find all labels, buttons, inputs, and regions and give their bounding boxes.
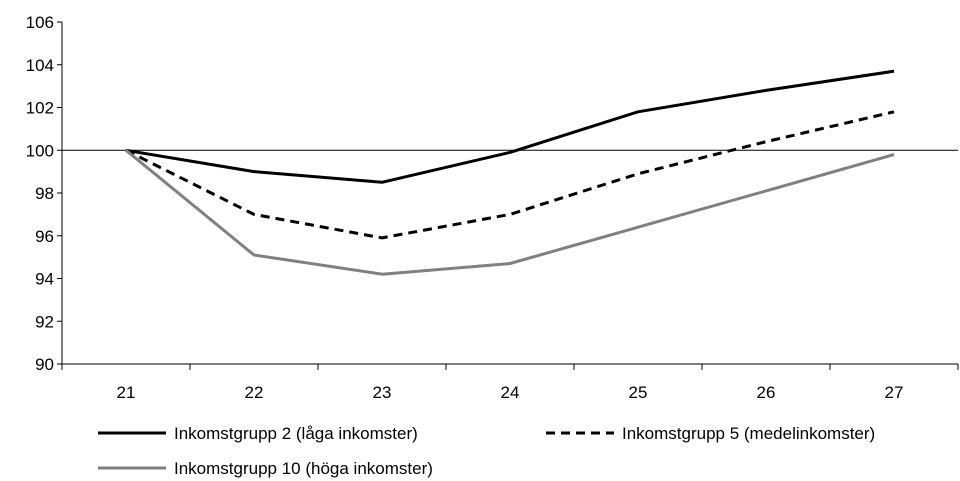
x-tick-label: 25: [629, 383, 648, 402]
x-tick-label: 23: [373, 383, 392, 402]
y-tick-label: 100: [26, 141, 54, 160]
legend-label-1: Inkomstgrupp 2 (låga inkomster): [174, 424, 418, 443]
series-line-1: [126, 71, 894, 182]
y-tick-label: 92: [35, 312, 54, 331]
legend-label-2: Inkomstgrupp 5 (medelinkomster): [622, 424, 875, 443]
legend-label-3: Inkomstgrupp 10 (höga inkomster): [174, 459, 433, 478]
y-tick-label: 102: [26, 99, 54, 118]
y-tick-label: 106: [26, 13, 54, 32]
y-tick-label: 90: [35, 355, 54, 374]
x-tick-label: 26: [757, 383, 776, 402]
x-tick-label: 27: [885, 383, 904, 402]
y-tick-label: 94: [35, 270, 54, 289]
y-tick-label: 96: [35, 227, 54, 246]
y-tick-label: 98: [35, 184, 54, 203]
x-tick-label: 21: [117, 383, 136, 402]
x-tick-label: 24: [501, 383, 520, 402]
x-tick-label: 22: [245, 383, 264, 402]
y-tick-label: 104: [26, 56, 54, 75]
series-line-2: [126, 112, 894, 238]
